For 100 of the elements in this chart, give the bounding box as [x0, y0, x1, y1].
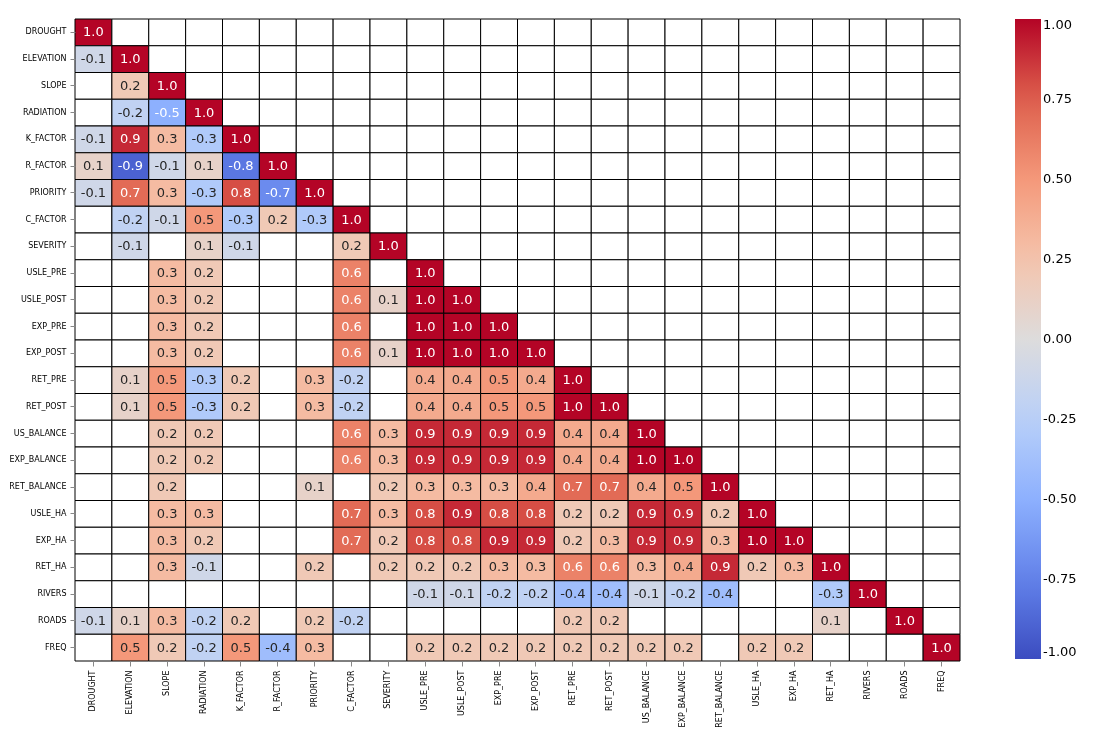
data-label: -0.4: [560, 586, 586, 602]
data-label: -0.1: [117, 238, 143, 254]
data-label: 0.3: [451, 479, 473, 495]
data-label: 0.9: [636, 505, 657, 521]
color-bar-label: 0.00: [1043, 331, 1072, 346]
data-label: 0.5: [156, 372, 178, 388]
data-label: 0.6: [562, 559, 584, 575]
data-label: 1.0: [857, 586, 879, 602]
data-label: -0.2: [338, 372, 365, 388]
x-tick-label: EXP_HA: [789, 669, 799, 702]
data-label: 0.2: [193, 265, 215, 281]
data-label: 0.8: [488, 505, 510, 521]
data-label: -0.1: [80, 184, 107, 200]
y-tick-label: FREQ: [44, 642, 67, 652]
data-label: 0.3: [156, 345, 178, 361]
data-label: 1.0: [378, 238, 399, 254]
y-tick-label: EXP_PRE: [31, 321, 67, 331]
data-label: 1.0: [156, 77, 178, 93]
data-label: 1.0: [746, 505, 768, 521]
y-tick-label: SEVERITY: [28, 241, 67, 251]
data-label: -0.1: [228, 238, 254, 254]
data-label: 0.1: [304, 479, 326, 495]
data-label: 0.2: [156, 479, 178, 495]
data-label: 1.0: [451, 291, 473, 307]
color-bar-label: 0.25: [1043, 251, 1072, 266]
data-label: 0.2: [230, 372, 252, 388]
data-label: -0.2: [486, 586, 512, 602]
data-label: 0.2: [304, 559, 326, 575]
data-label: -0.8: [228, 158, 254, 174]
data-label: 0.4: [414, 398, 436, 414]
data-label: 0.2: [304, 612, 326, 628]
y-tick-label: USLE_HA: [30, 508, 68, 518]
data-label: 0.3: [488, 559, 510, 575]
data-label: 1.0: [451, 345, 473, 361]
x-tick-label: C_FACTOR: [346, 670, 356, 712]
data-label: 0.2: [746, 639, 768, 655]
data-label: 0.3: [156, 131, 178, 147]
data-label: 0.2: [267, 211, 289, 227]
color-bar-label: -0.25: [1043, 411, 1077, 426]
data-label: 0.9: [451, 505, 473, 521]
data-label: 0.7: [599, 479, 621, 495]
data-label: 1.0: [451, 318, 473, 334]
data-label: 1.0: [820, 559, 842, 575]
x-tick-label: USLE_PRE: [420, 670, 430, 711]
data-label: 0.9: [488, 452, 510, 468]
data-label: 0.5: [119, 639, 141, 655]
data-label: 1.0: [341, 211, 362, 227]
data-label: 1.0: [636, 452, 657, 468]
y-tick-label: USLE_PRE: [26, 268, 67, 278]
x-tick-label: SLOPE: [162, 670, 172, 696]
x-tick-label: USLE_HA: [752, 669, 762, 707]
data-label: 0.5: [230, 639, 252, 655]
data-label: 0.9: [488, 532, 510, 548]
data-label: 0.7: [341, 532, 362, 548]
data-label: 0.3: [156, 505, 178, 521]
data-label: 0.3: [709, 532, 731, 548]
data-label: 1.0: [562, 372, 584, 388]
y-tick-label: RET_HA: [35, 562, 68, 572]
data-label: 0.2: [599, 505, 621, 521]
data-label: 0.6: [341, 425, 362, 441]
x-tick-label: US_BALANCE: [641, 670, 651, 724]
x-tick-label: RADIATION: [199, 670, 209, 715]
data-label: 0.2: [119, 77, 141, 93]
data-label: -0.2: [670, 586, 697, 602]
x-tick-label: FREQ: [936, 670, 946, 693]
data-label: 0.6: [341, 452, 362, 468]
data-label: 0.2: [636, 639, 657, 655]
data-label: 0.1: [193, 238, 215, 254]
data-label: -0.5: [154, 104, 180, 120]
data-label: 0.1: [820, 612, 842, 628]
data-label: -0.1: [154, 158, 180, 174]
data-label: 1.0: [709, 479, 731, 495]
data-label: -0.2: [191, 639, 217, 655]
data-label: -0.3: [191, 398, 217, 414]
data-label: -0.1: [80, 131, 107, 147]
data-label: 0.6: [341, 291, 362, 307]
data-label: 0.2: [193, 452, 215, 468]
data-label: 0.4: [599, 425, 621, 441]
data-label: 0.6: [341, 345, 362, 361]
y-tick-label: EXP_HA: [35, 535, 68, 545]
data-label: -0.1: [80, 51, 107, 67]
data-label: -0.3: [228, 211, 254, 227]
data-label: 0.8: [451, 532, 473, 548]
data-label: 0.2: [562, 532, 584, 548]
x-tick-label: RET_BALANCE: [715, 670, 725, 728]
data-label: 1.0: [414, 291, 436, 307]
data-label: 0.3: [156, 265, 178, 281]
data-label: 0.4: [673, 559, 694, 575]
y-tick-label: SLOPE: [41, 80, 67, 90]
data-label: 0.9: [525, 425, 547, 441]
data-label: 0.2: [599, 612, 621, 628]
data-label: 0.2: [562, 612, 584, 628]
data-label: 0.3: [156, 184, 178, 200]
data-label: 0.3: [156, 318, 178, 334]
data-label: 0.9: [488, 425, 510, 441]
color-bar-label: 0.75: [1043, 91, 1072, 106]
data-label: 0.1: [83, 158, 104, 174]
data-label: 0.9: [451, 452, 473, 468]
data-label: 1.0: [525, 345, 547, 361]
data-label: 0.1: [378, 345, 399, 361]
